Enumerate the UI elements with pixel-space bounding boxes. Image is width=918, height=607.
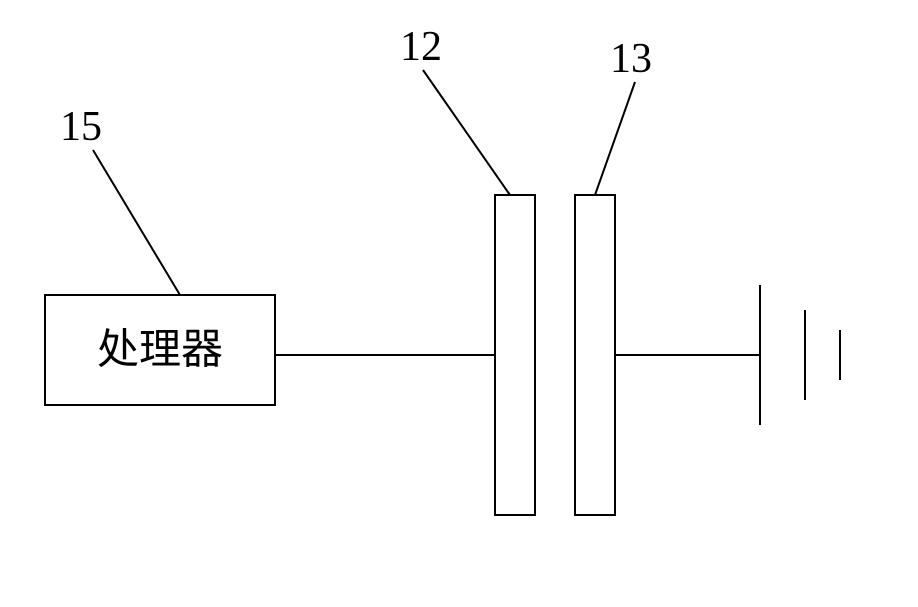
label-15: 15	[60, 104, 102, 150]
block-12	[495, 195, 535, 515]
leader-13	[595, 82, 635, 195]
block-13	[575, 195, 615, 515]
label-13: 13	[610, 36, 652, 82]
processor-label: 处理器	[97, 328, 223, 374]
leader-12	[423, 70, 510, 195]
label-12: 12	[400, 24, 442, 70]
leader-15	[93, 150, 180, 295]
